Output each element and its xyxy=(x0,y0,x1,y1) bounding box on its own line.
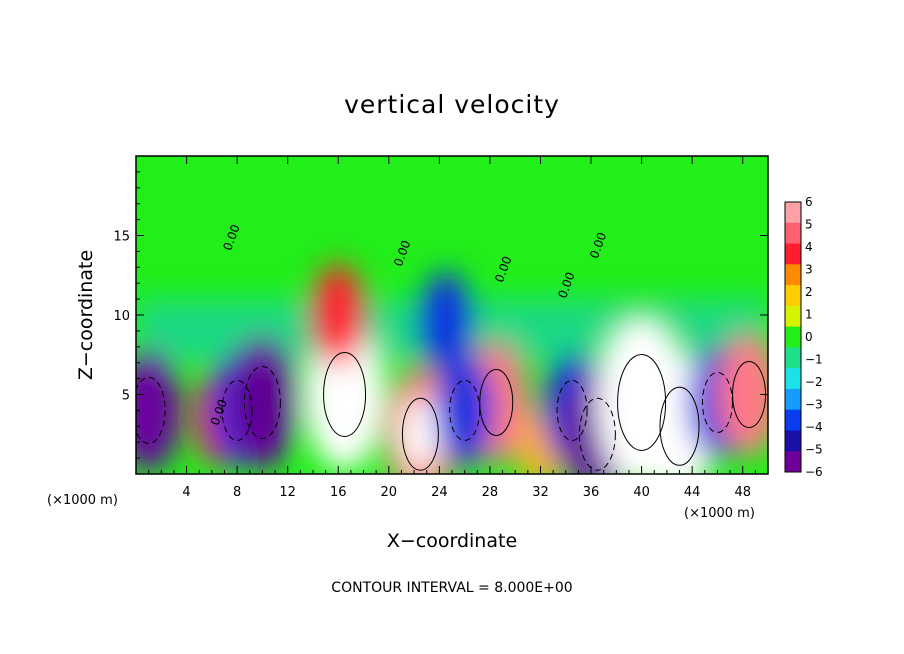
colorbar-swatch-4 xyxy=(785,285,801,307)
x-unit-right: (×1000 m) xyxy=(684,506,755,521)
field-cell-7 xyxy=(418,271,473,374)
x-tick-label-6: 28 xyxy=(482,485,499,500)
colorbar-frame xyxy=(784,201,802,473)
x-tick-label-9: 40 xyxy=(633,485,650,500)
y-tick-label-2: 15 xyxy=(113,230,130,245)
colorbar-label-5: 1 xyxy=(805,308,813,322)
velocity-field xyxy=(136,264,768,474)
y-tick-label-1: 10 xyxy=(113,309,130,324)
contour-11 xyxy=(556,379,588,441)
contour-12 xyxy=(578,397,616,471)
y-tick-label-0: 5 xyxy=(122,389,130,404)
colorbar: 6 5 4 3 2 1 0 −1 −2 −3 −4 −5 −6 xyxy=(784,195,823,479)
colorbar-swatch-5 xyxy=(785,305,801,328)
colorbar-label-1: 5 xyxy=(805,218,813,232)
colorbar-label-0: 6 xyxy=(805,195,813,209)
x-tick-label-8: 36 xyxy=(583,485,600,500)
colorbar-swatch-3 xyxy=(785,264,801,286)
field-cell-16 xyxy=(716,333,768,456)
field-cell-5 xyxy=(311,264,366,366)
colorbar-label-11: −5 xyxy=(805,443,823,457)
field-cell-9 xyxy=(435,354,495,467)
field-core-3 xyxy=(243,366,282,439)
colorbar-label-4: 2 xyxy=(805,285,813,299)
x-tick-label-3: 16 xyxy=(330,485,347,500)
colorbar-swatch-9 xyxy=(785,388,801,411)
colorbar-label-6: 0 xyxy=(805,330,813,344)
x-tick-label-11: 48 xyxy=(734,485,751,500)
field-core-6 xyxy=(401,397,440,471)
x-tick-label-5: 24 xyxy=(431,485,448,500)
y-axis-title: Z−coordinate xyxy=(75,250,97,380)
contour-interval: CONTOUR INTERVAL = 8.000E+00 xyxy=(331,580,572,596)
x-tick-label-4: 20 xyxy=(381,485,398,500)
contour-15 xyxy=(701,371,733,433)
plot-area: 0.000.000.000.000.000.00 xyxy=(136,156,768,474)
x-axis-title: X−coordinate xyxy=(387,530,517,552)
x-axis: 4 8 12 16 20 24 28 32 36 40 44 48 xyxy=(148,156,756,500)
contour-4 xyxy=(323,352,367,437)
x-tick-label-10: 44 xyxy=(684,485,701,500)
colorbar-label-7: −1 xyxy=(805,353,823,367)
colorbar-swatch-0 xyxy=(785,202,801,224)
contour-8 xyxy=(479,368,514,436)
colorbar-swatch-10 xyxy=(785,409,801,431)
colorbar-label-3: 3 xyxy=(805,263,813,277)
contour-2 xyxy=(221,379,253,441)
y-axis: 5 10 15 xyxy=(113,171,768,459)
contour-14 xyxy=(659,386,700,466)
colorbar-label-10: −4 xyxy=(805,420,823,434)
colorbar-label-12: −6 xyxy=(805,465,823,479)
x-tick-label-0: 4 xyxy=(182,485,190,500)
colorbar-swatch-12 xyxy=(785,451,801,473)
x-tick-label-1: 8 xyxy=(233,485,241,500)
contour-6 xyxy=(401,397,439,471)
contour-0 xyxy=(136,376,166,444)
x-unit-left: (×1000 m) xyxy=(47,493,118,508)
x-tick-label-7: 32 xyxy=(532,485,549,500)
colorbar-label-9: −3 xyxy=(805,398,823,412)
colorbar-swatch-8 xyxy=(785,368,801,390)
field-core-4 xyxy=(322,352,367,437)
colorbar-swatch-2 xyxy=(785,243,801,265)
contour-3 xyxy=(243,365,281,439)
x-tick-label-2: 12 xyxy=(279,485,296,500)
chart-title: vertical velocity xyxy=(344,90,560,119)
colorbar-swatch-7 xyxy=(785,347,801,369)
field-cell-0 xyxy=(136,349,181,472)
colorbar-swatch-1 xyxy=(785,222,801,245)
colorbar-swatch-6 xyxy=(785,326,801,348)
contour-9 xyxy=(449,379,481,441)
colorbar-swatch-11 xyxy=(785,430,801,452)
colorbar-label-2: 4 xyxy=(805,240,813,254)
contour-13 xyxy=(617,353,667,451)
colorbar-label-8: −2 xyxy=(805,375,823,389)
